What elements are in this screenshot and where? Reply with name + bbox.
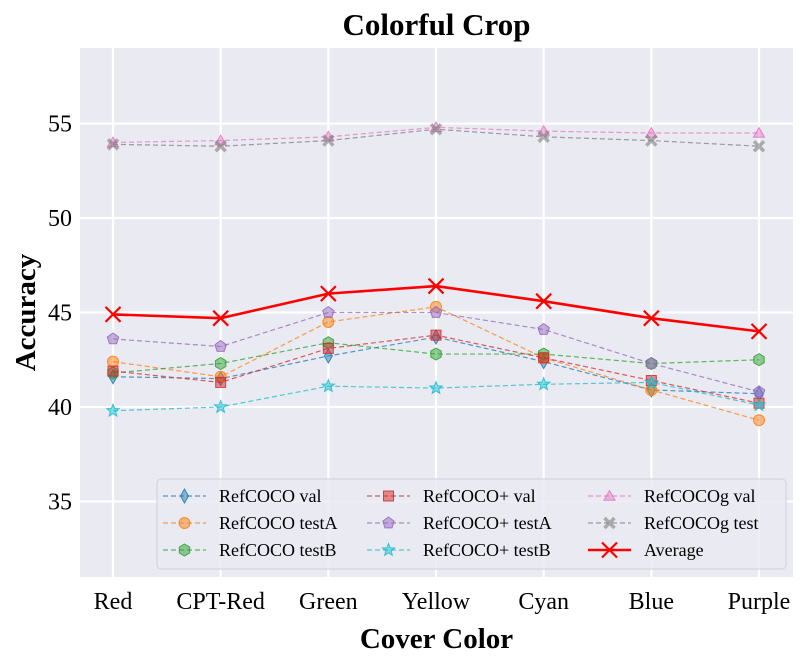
data-point xyxy=(215,376,227,388)
data-point xyxy=(750,323,768,340)
data-point xyxy=(428,380,444,395)
data-point xyxy=(104,306,122,323)
y-axis-label: Accuracy xyxy=(10,253,42,371)
legend-label: RefCOCOg val xyxy=(644,486,756,506)
legend-item-refcoco-testa[interactable]: RefCOCO testA xyxy=(163,513,338,533)
legend-item-refcocog-test[interactable]: RefCOCOg test xyxy=(588,513,759,533)
data-point xyxy=(214,140,227,153)
series-refcoco-testa xyxy=(106,305,766,398)
legend-item-refcoco-testb[interactable]: RefCOCO+ testB xyxy=(367,540,551,560)
data-point xyxy=(322,315,335,328)
legend-box xyxy=(156,478,787,570)
legend-marker xyxy=(603,489,616,501)
y-tick-label: 45 xyxy=(48,301,72,327)
x-tick-label: Blue xyxy=(629,589,674,615)
data-point xyxy=(105,402,121,418)
legend-marker xyxy=(178,517,191,529)
data-point xyxy=(430,347,442,361)
data-point xyxy=(536,376,552,391)
legend-label: Average xyxy=(644,540,704,560)
data-point xyxy=(645,134,658,147)
legend-label: RefCOCO testB xyxy=(219,540,337,560)
data-point xyxy=(322,134,335,147)
legend-label: RefCOCO testA xyxy=(219,513,338,533)
data-point xyxy=(643,309,660,327)
series-lines xyxy=(104,120,768,427)
legend-marker xyxy=(603,516,616,530)
legend-label: RefCOCO val xyxy=(219,486,322,506)
data-point xyxy=(214,339,227,352)
data-point xyxy=(751,397,767,412)
data-point xyxy=(753,353,765,367)
data-point xyxy=(427,277,445,295)
legend-label: RefCOCO+ val xyxy=(423,486,536,506)
series-refcocog-test xyxy=(106,123,766,153)
legend-item-refcoco-val[interactable]: RefCOCO val xyxy=(163,486,322,506)
legend-marker xyxy=(178,543,191,557)
legend-marker xyxy=(382,516,395,529)
data-point xyxy=(107,355,119,368)
data-point xyxy=(429,305,443,318)
legend-marker xyxy=(383,490,394,502)
data-point xyxy=(106,332,120,345)
data-point xyxy=(537,322,550,335)
legend-item-refcoco-testa[interactable]: RefCOCO+ testA xyxy=(367,513,552,533)
data-point xyxy=(645,356,658,369)
data-point xyxy=(214,356,227,371)
legend[interactable]: RefCOCO val RefCOCO testA RefCOCO testB Ref… xyxy=(156,478,787,570)
legend-item-average[interactable]: Average xyxy=(588,540,704,560)
legend-label: RefCOCO+ testA xyxy=(423,513,552,533)
chart-title: Colorful Crop xyxy=(342,7,530,42)
data-point xyxy=(537,130,550,144)
x-tick-label: Yellow xyxy=(402,589,471,615)
data-point xyxy=(213,399,229,414)
legend-marker xyxy=(381,542,396,557)
y-tick-label: 55 xyxy=(48,112,72,138)
y-tick-label: 35 xyxy=(48,489,72,515)
data-point xyxy=(322,305,335,318)
data-point xyxy=(753,414,765,427)
series-refcoco-testb xyxy=(105,374,767,418)
data-point xyxy=(107,365,119,377)
y-tick-label: 50 xyxy=(48,206,72,232)
legend-item-refcoco-testb[interactable]: RefCOCO testB xyxy=(163,540,337,560)
y-tick-label: 40 xyxy=(48,395,72,421)
data-point xyxy=(429,123,443,136)
x-tick-label: Red xyxy=(94,589,133,615)
x-tick-label: Purple xyxy=(728,589,791,615)
legend-marker xyxy=(601,541,618,559)
data-point xyxy=(752,140,766,153)
data-point xyxy=(106,138,120,151)
legend-item-refcoco-val[interactable]: RefCOCO+ val xyxy=(367,486,536,506)
data-point xyxy=(538,352,550,364)
data-point xyxy=(320,285,337,302)
legend-label: RefCOCO+ testB xyxy=(423,540,551,560)
x-axis-label: Cover Color xyxy=(360,623,513,655)
x-tick-label: Green xyxy=(299,589,358,615)
series-average xyxy=(104,277,768,340)
data-point xyxy=(752,126,766,138)
axis-ticks: 35 40 45 50 55 Red CPT-Red Green Yellow Cyan Blue P… xyxy=(48,112,790,615)
data-point xyxy=(752,385,766,398)
x-tick-label: Cyan xyxy=(518,589,569,615)
data-point xyxy=(322,342,334,354)
legend-label: RefCOCOg test xyxy=(644,513,759,533)
legend-marker xyxy=(179,487,190,505)
data-point xyxy=(212,309,229,327)
data-point xyxy=(320,378,336,393)
data-point xyxy=(643,374,659,389)
data-point xyxy=(535,292,552,310)
data-point xyxy=(430,329,442,341)
legend-item-refcocog-val[interactable]: RefCOCOg val xyxy=(588,486,756,506)
x-tick-label: CPT-Red xyxy=(176,589,264,615)
data-point xyxy=(644,126,658,138)
